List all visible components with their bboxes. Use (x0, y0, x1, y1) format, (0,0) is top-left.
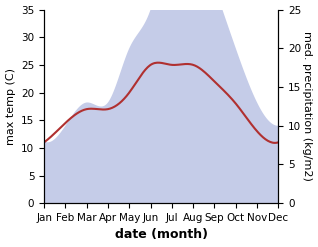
Y-axis label: med. precipitation (kg/m2): med. precipitation (kg/m2) (302, 31, 313, 181)
X-axis label: date (month): date (month) (115, 228, 208, 242)
Y-axis label: max temp (C): max temp (C) (5, 68, 16, 145)
